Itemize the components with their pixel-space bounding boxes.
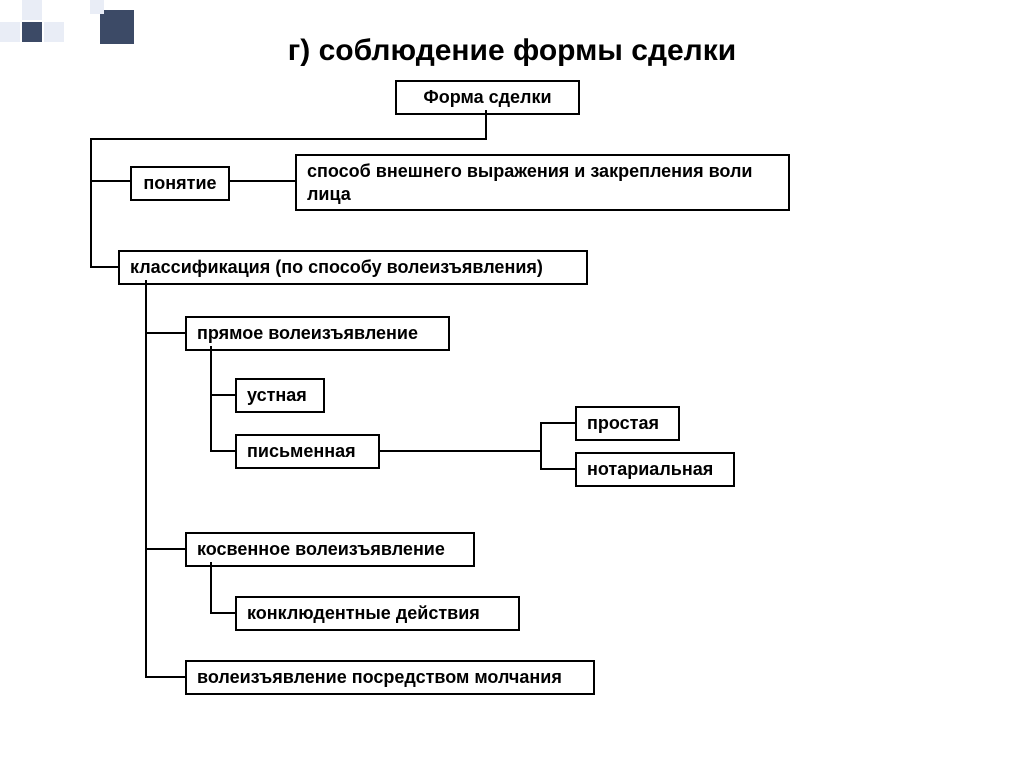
node-direct: прямое волеизъявление [185, 316, 450, 351]
node-simple: простая [575, 406, 680, 441]
slide: г) соблюдение формы сделки Форма сделки … [0, 0, 1024, 767]
node-indirect: косвенное волеизъявление [185, 532, 475, 567]
node-oral: устная [235, 378, 325, 413]
diagram: Форма сделки понятие способ внешнего выр… [35, 80, 985, 730]
node-conclusive: конклюдентные действия [235, 596, 520, 631]
node-silence: волеизъявление посредством молчания [185, 660, 595, 695]
node-notarial: нотариальная [575, 452, 735, 487]
node-concept: понятие [130, 166, 230, 201]
node-written: письменная [235, 434, 380, 469]
node-classification: классификация (по способу волеизъявления… [118, 250, 588, 285]
node-root: Форма сделки [395, 80, 580, 115]
node-concept-def: способ внешнего выражения и закрепления … [295, 154, 790, 211]
slide-title: г) соблюдение формы сделки [0, 34, 1024, 68]
